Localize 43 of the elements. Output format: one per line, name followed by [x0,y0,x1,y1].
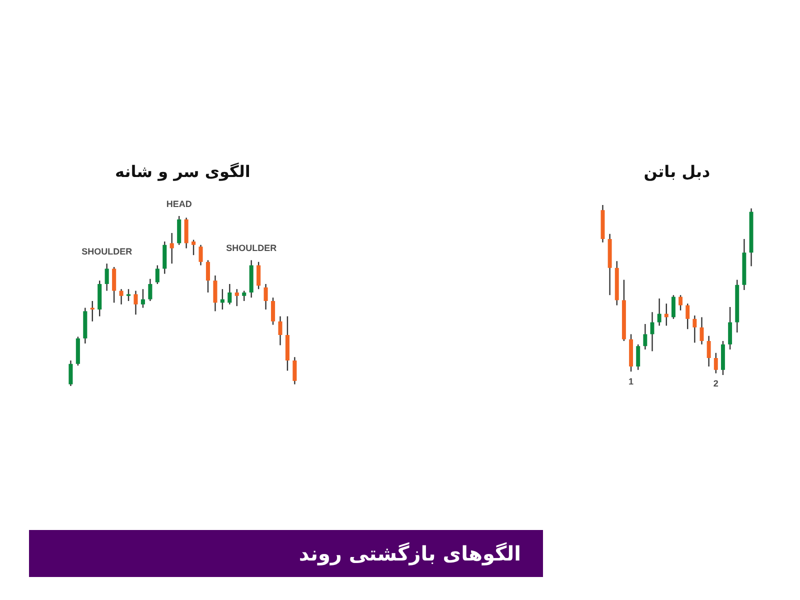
candlestick [119,288,124,305]
candlestick [148,278,152,302]
candlestick [155,264,160,285]
candlestick [192,239,196,256]
candlestick [140,288,145,308]
annotation: 2 [713,378,718,388]
candlestick [728,306,732,350]
candlestick [643,323,648,350]
candlestick [198,244,203,266]
annotation: HEAD [166,199,192,209]
candlestick [112,266,116,304]
candlestick [228,283,232,305]
candlestick [278,316,282,346]
candlestick [68,360,73,387]
chart-title: الگوی سر و شانه [115,162,250,181]
candlestick [104,263,109,292]
candlestick [270,297,276,326]
candlestick [177,215,182,246]
chart-title: دبل باتن [644,162,710,181]
candlestick [264,283,268,310]
candlestick [706,335,711,368]
candlestick [692,314,697,344]
candlestick [714,352,718,374]
annotation: 1 [628,376,634,387]
candlestick [170,232,174,264]
candlestick [678,294,683,311]
candlestick [184,217,188,249]
text: الگوهای بازگشتی روند [298,542,521,566]
candlestick [213,274,218,312]
candlestick [162,240,167,274]
candlestick [292,356,297,385]
candlestick [234,288,239,307]
candlestick [636,344,640,370]
annotation: SHOULDER [82,246,133,257]
annotation: SHOULDER [226,243,278,254]
candlestick [256,261,261,290]
candlestick [126,288,131,302]
candlestick [657,298,662,326]
candlestick [134,290,138,316]
candlestick [686,303,690,330]
candlestick [206,260,210,294]
candlestick [671,294,676,320]
candlestick [242,290,246,302]
